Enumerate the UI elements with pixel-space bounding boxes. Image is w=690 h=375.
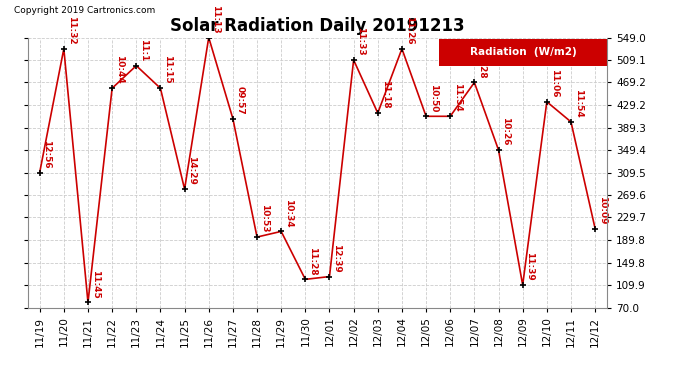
Text: 10:50: 10:50 — [429, 84, 438, 112]
Text: 11:39: 11:39 — [526, 252, 535, 281]
Text: 11:15: 11:15 — [164, 56, 172, 84]
Text: 11:54: 11:54 — [574, 89, 583, 118]
Text: 11:13: 11:13 — [212, 5, 221, 33]
Text: 11:28: 11:28 — [477, 50, 486, 78]
Text: 09:57: 09:57 — [236, 86, 245, 114]
Text: 14:29: 14:29 — [188, 156, 197, 185]
Text: 11:32: 11:32 — [67, 16, 76, 45]
Text: 12:39: 12:39 — [333, 244, 342, 272]
Text: 10:53: 10:53 — [260, 204, 269, 233]
Text: 11:06: 11:06 — [550, 69, 559, 98]
Text: 12:56: 12:56 — [43, 140, 52, 168]
Text: 11:54: 11:54 — [453, 83, 462, 112]
Text: Copyright 2019 Cartronics.com: Copyright 2019 Cartronics.com — [14, 6, 155, 15]
Text: 11:45: 11:45 — [91, 270, 100, 298]
Text: 11:1: 11:1 — [139, 39, 148, 62]
Text: 11:26: 11:26 — [405, 16, 414, 45]
Text: 10:44: 10:44 — [115, 56, 124, 84]
Title: Solar Radiation Daily 20191213: Solar Radiation Daily 20191213 — [170, 16, 464, 34]
Text: 11:18: 11:18 — [381, 80, 390, 109]
Text: 11:33: 11:33 — [357, 27, 366, 56]
Text: 11:28: 11:28 — [308, 247, 317, 275]
Text: 10:34: 10:34 — [284, 199, 293, 227]
Text: 10:09: 10:09 — [598, 196, 607, 224]
Text: 10:26: 10:26 — [502, 117, 511, 146]
